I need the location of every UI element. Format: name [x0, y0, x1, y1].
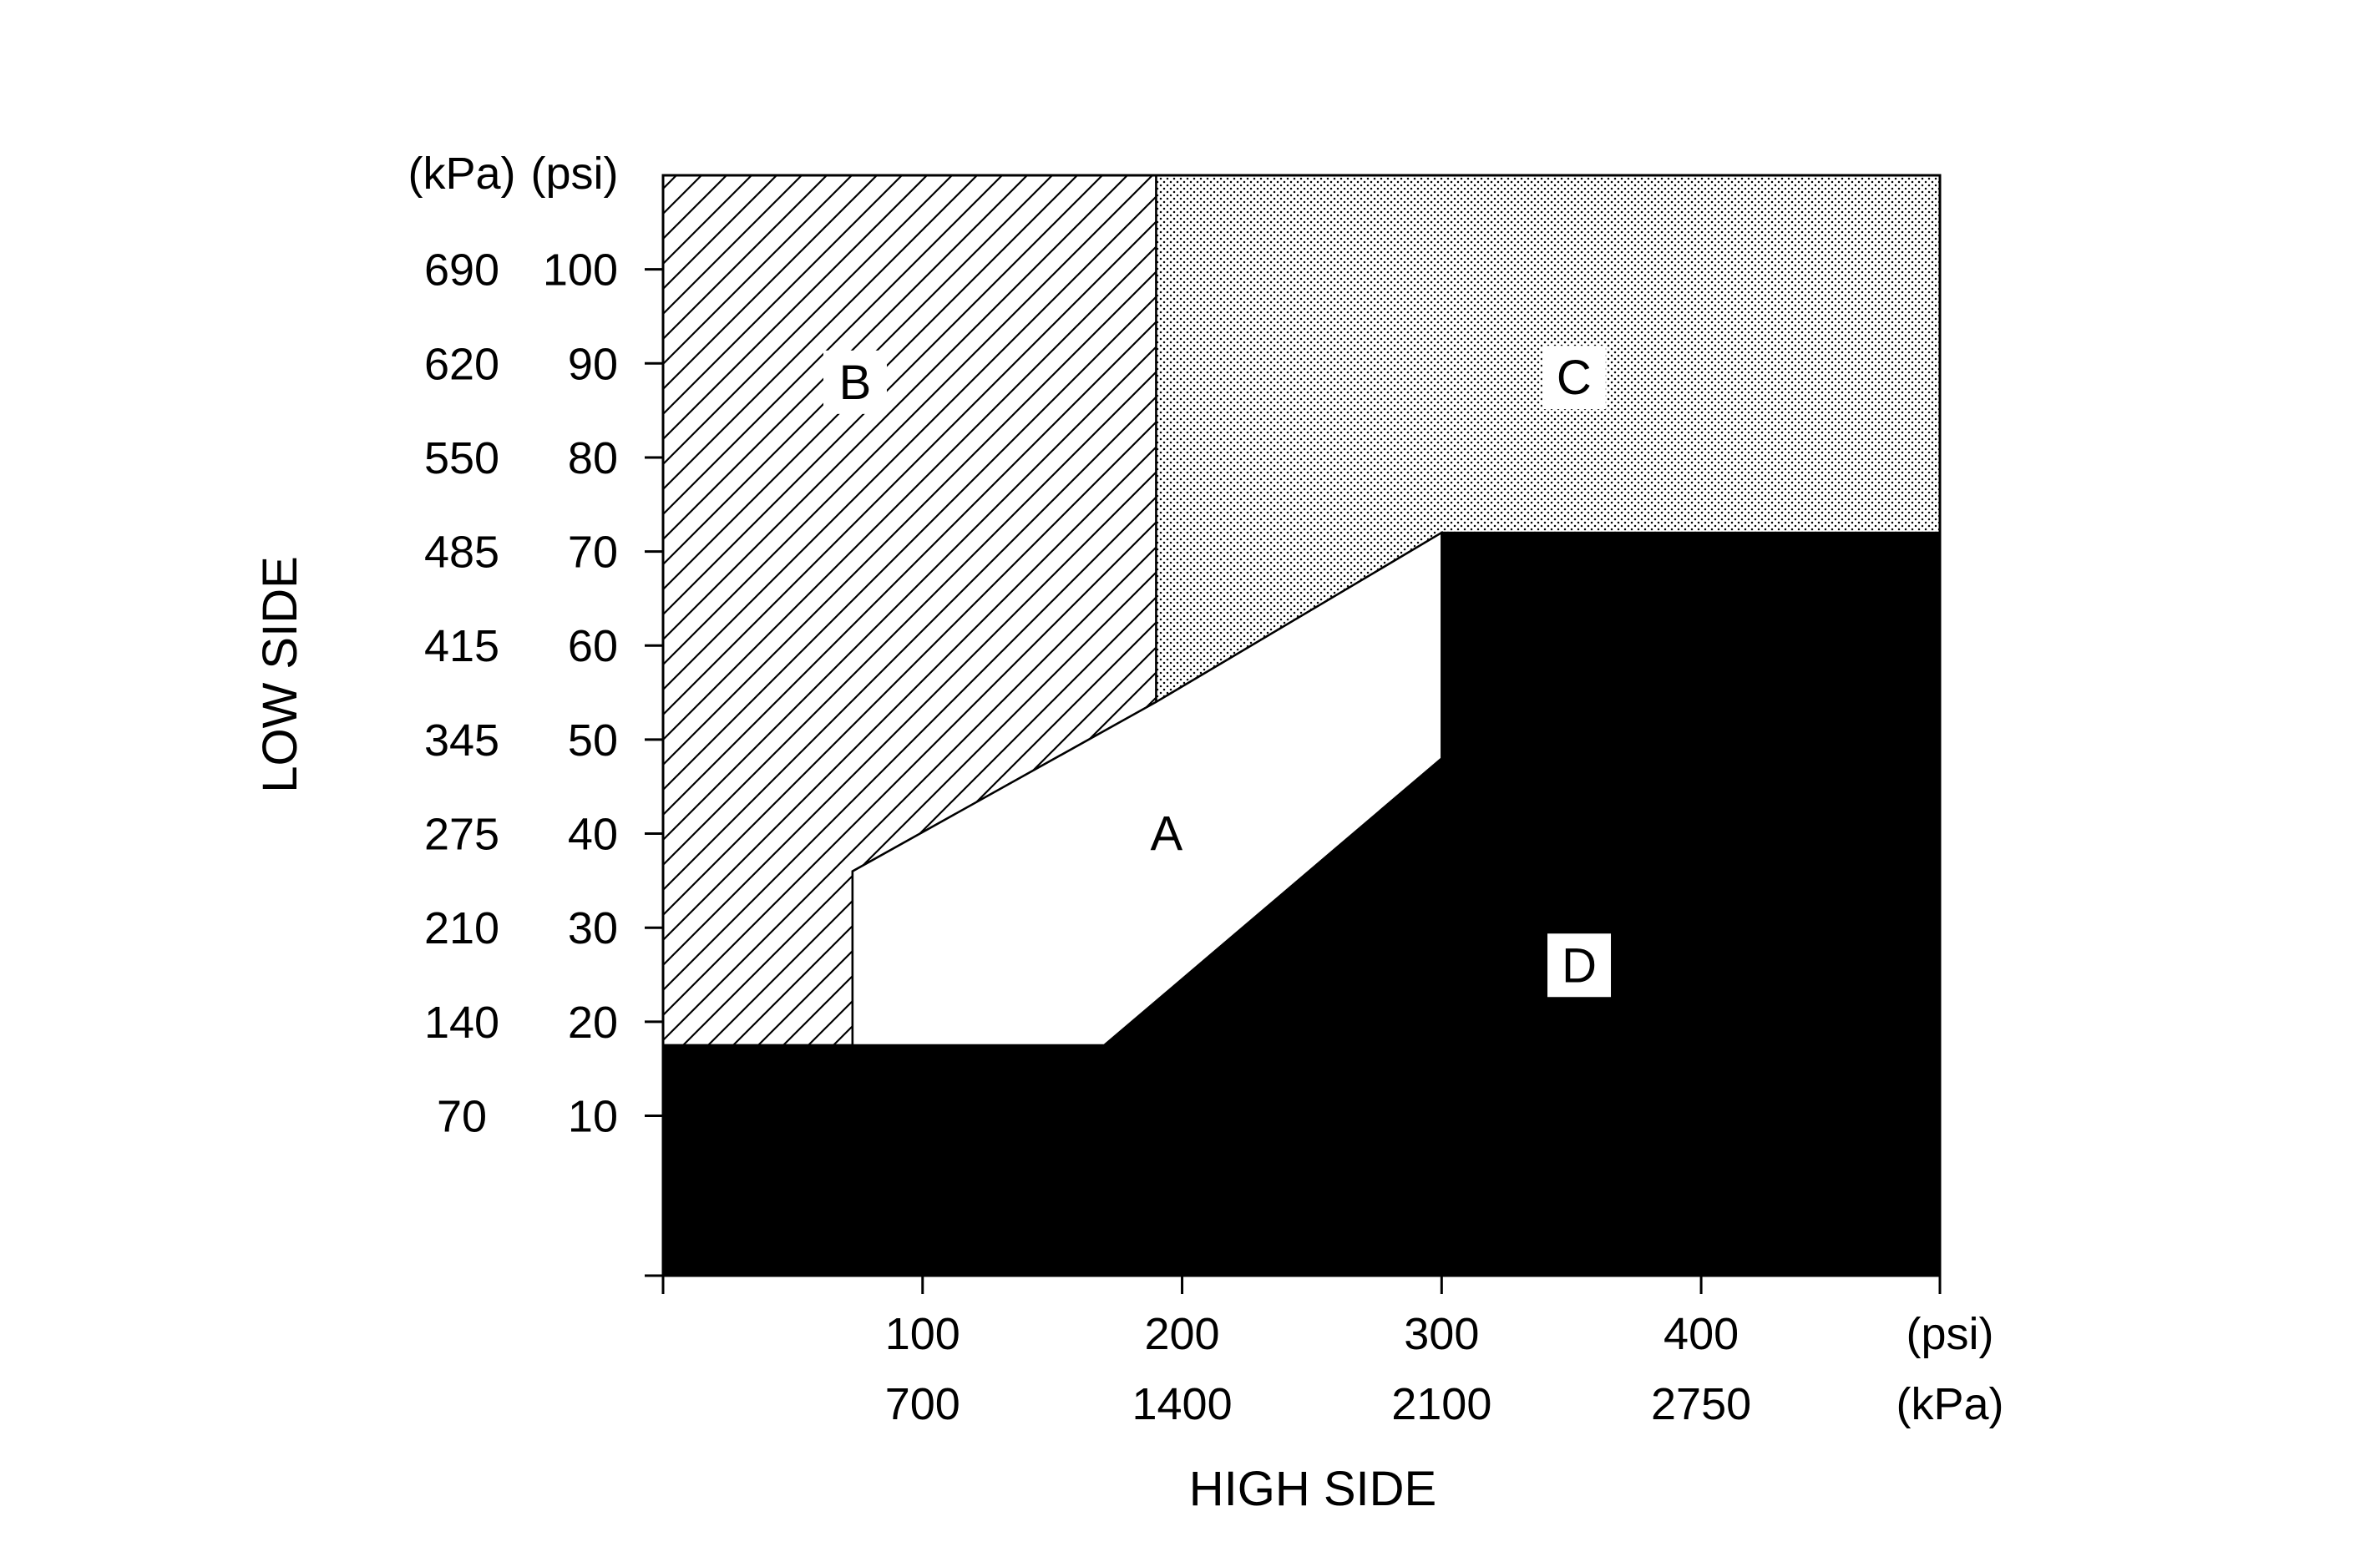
x-axis-tick-label-kpa: 700 [885, 1379, 960, 1429]
y-axis-tick-label-psi: 70 [568, 528, 618, 578]
y-axis-tick-label-kpa: 485 [424, 528, 499, 578]
x-axis-tick-label-psi: 300 [1404, 1309, 1479, 1359]
region-label-bg-c [1542, 346, 1606, 410]
region-label-bg-b [823, 350, 887, 414]
y-axis-tick-label-kpa: 70 [437, 1091, 487, 1141]
y-axis-unit-psi: (psi) [531, 149, 619, 199]
y-axis-tick-label-psi: 10 [568, 1091, 618, 1141]
region-label-bg-d [1547, 933, 1612, 998]
y-axis-tick-label-kpa: 620 [424, 339, 499, 389]
y-axis-tick-label-kpa: 550 [424, 433, 499, 483]
x-axis-tick-label-psi: 400 [1663, 1309, 1739, 1359]
region-label-d: D [1562, 938, 1597, 993]
y-axis-tick-label-psi: 60 [568, 621, 618, 671]
y-axis-unit-kpa: (kPa) [408, 149, 515, 199]
y-axis-tick-label-psi: 80 [568, 433, 618, 483]
x-axis-unit-psi: (psi) [1907, 1309, 1994, 1359]
y-axis-tick-label-psi: 30 [568, 903, 618, 953]
y-axis-tick-label-kpa: 690 [424, 245, 499, 296]
x-axis-unit-kpa: (kPa) [1896, 1379, 2003, 1429]
plot-frame [661, 174, 1942, 1277]
labels-layer: B C A D [823, 346, 1612, 998]
x-axis-tick-label-kpa: 2750 [1651, 1379, 1751, 1429]
y-axis-title: LOW SIDE [253, 556, 307, 793]
y-axis-tick-label-kpa: 140 [424, 998, 499, 1048]
x-axis-title: HIGH SIDE [1189, 1462, 1437, 1516]
region-a [851, 530, 1443, 1047]
region-label-c: C [1557, 351, 1592, 405]
regions-layer [661, 174, 1942, 1277]
y-axis-tick-label-psi: 40 [568, 810, 618, 860]
y-axis-tick-label-kpa: 210 [424, 903, 499, 953]
region-label-b: B [839, 356, 872, 410]
x-axis-tick-label-psi: 100 [885, 1309, 960, 1359]
y-axis-tick-label-psi: 20 [568, 998, 618, 1048]
y-axis-tick-label-psi: 90 [568, 339, 618, 389]
y-axis-tick-label-psi: 100 [543, 245, 618, 296]
y-axis-tick-label-kpa: 345 [424, 715, 499, 766]
x-axis-tick-label-kpa: 2100 [1391, 1379, 1491, 1429]
y-axis-tick-label-psi: 50 [568, 715, 618, 766]
y-axis-tick-label-kpa: 275 [424, 810, 499, 860]
region-label-a: A [1151, 807, 1183, 862]
x-axis-tick-label-kpa: 1400 [1132, 1379, 1232, 1429]
y-axis-tick-label-kpa: 415 [424, 621, 499, 671]
x-axis-tick-label-psi: 200 [1144, 1309, 1219, 1359]
axes-layer: 10 70 20 140 30 210 40 275 50 345 60 415 70 485 80 550 9… [424, 174, 1942, 1429]
